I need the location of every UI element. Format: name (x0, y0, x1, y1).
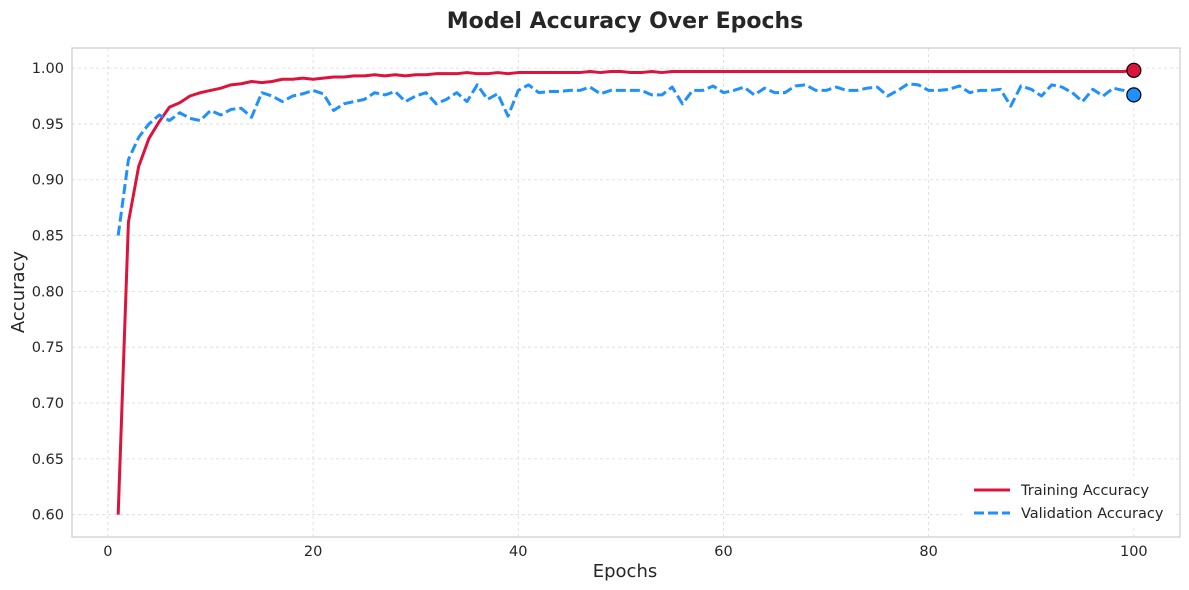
training-final-point (1126, 62, 1142, 78)
training-accuracy-line (116, 68, 1134, 515)
chart-title: Model Accuracy Over Epochs (447, 9, 804, 34)
validation-final-point (1126, 87, 1142, 103)
y-tick-label: 0.60 (32, 508, 64, 524)
x-tick-label: 100 (1120, 544, 1148, 560)
y-tick-label: 0.75 (32, 340, 64, 356)
grid-lines (72, 48, 1180, 537)
plot-area-frame (71, 47, 1181, 538)
y-tick-label: 0.80 (32, 284, 64, 300)
y-tick-label: 0.95 (32, 117, 64, 133)
y-tick-label: 0.70 (32, 396, 64, 412)
y-tick-label: 0.65 (32, 452, 64, 468)
y-axis-label: Accuracy (8, 251, 29, 334)
x-tick-label: 40 (509, 544, 527, 560)
tick-labels: 0 20 40 60 80 100 0.60 0.65 0.70 0.75 0.80 0.85 0.90… (32, 61, 1148, 560)
x-tick-label: 80 (919, 544, 937, 560)
validation-accuracy-line (116, 82, 1135, 236)
x-tick-label: 0 (103, 544, 112, 560)
x-tick-label: 20 (304, 544, 322, 560)
x-tick-label: 60 (714, 544, 732, 560)
series-layer (116, 62, 1142, 515)
legend-background (962, 476, 1174, 528)
y-tick-label: 1.00 (32, 61, 64, 77)
y-tick-label: 0.90 (32, 173, 64, 189)
x-axis-label: Epochs (593, 561, 658, 582)
legend-entry-validation: Validation Accuracy (1021, 506, 1164, 522)
legend-entry-training: Training Accuracy (1020, 483, 1149, 499)
legend: Training Accuracy Validation Accuracy (962, 476, 1174, 528)
y-tick-label: 0.85 (32, 229, 64, 245)
